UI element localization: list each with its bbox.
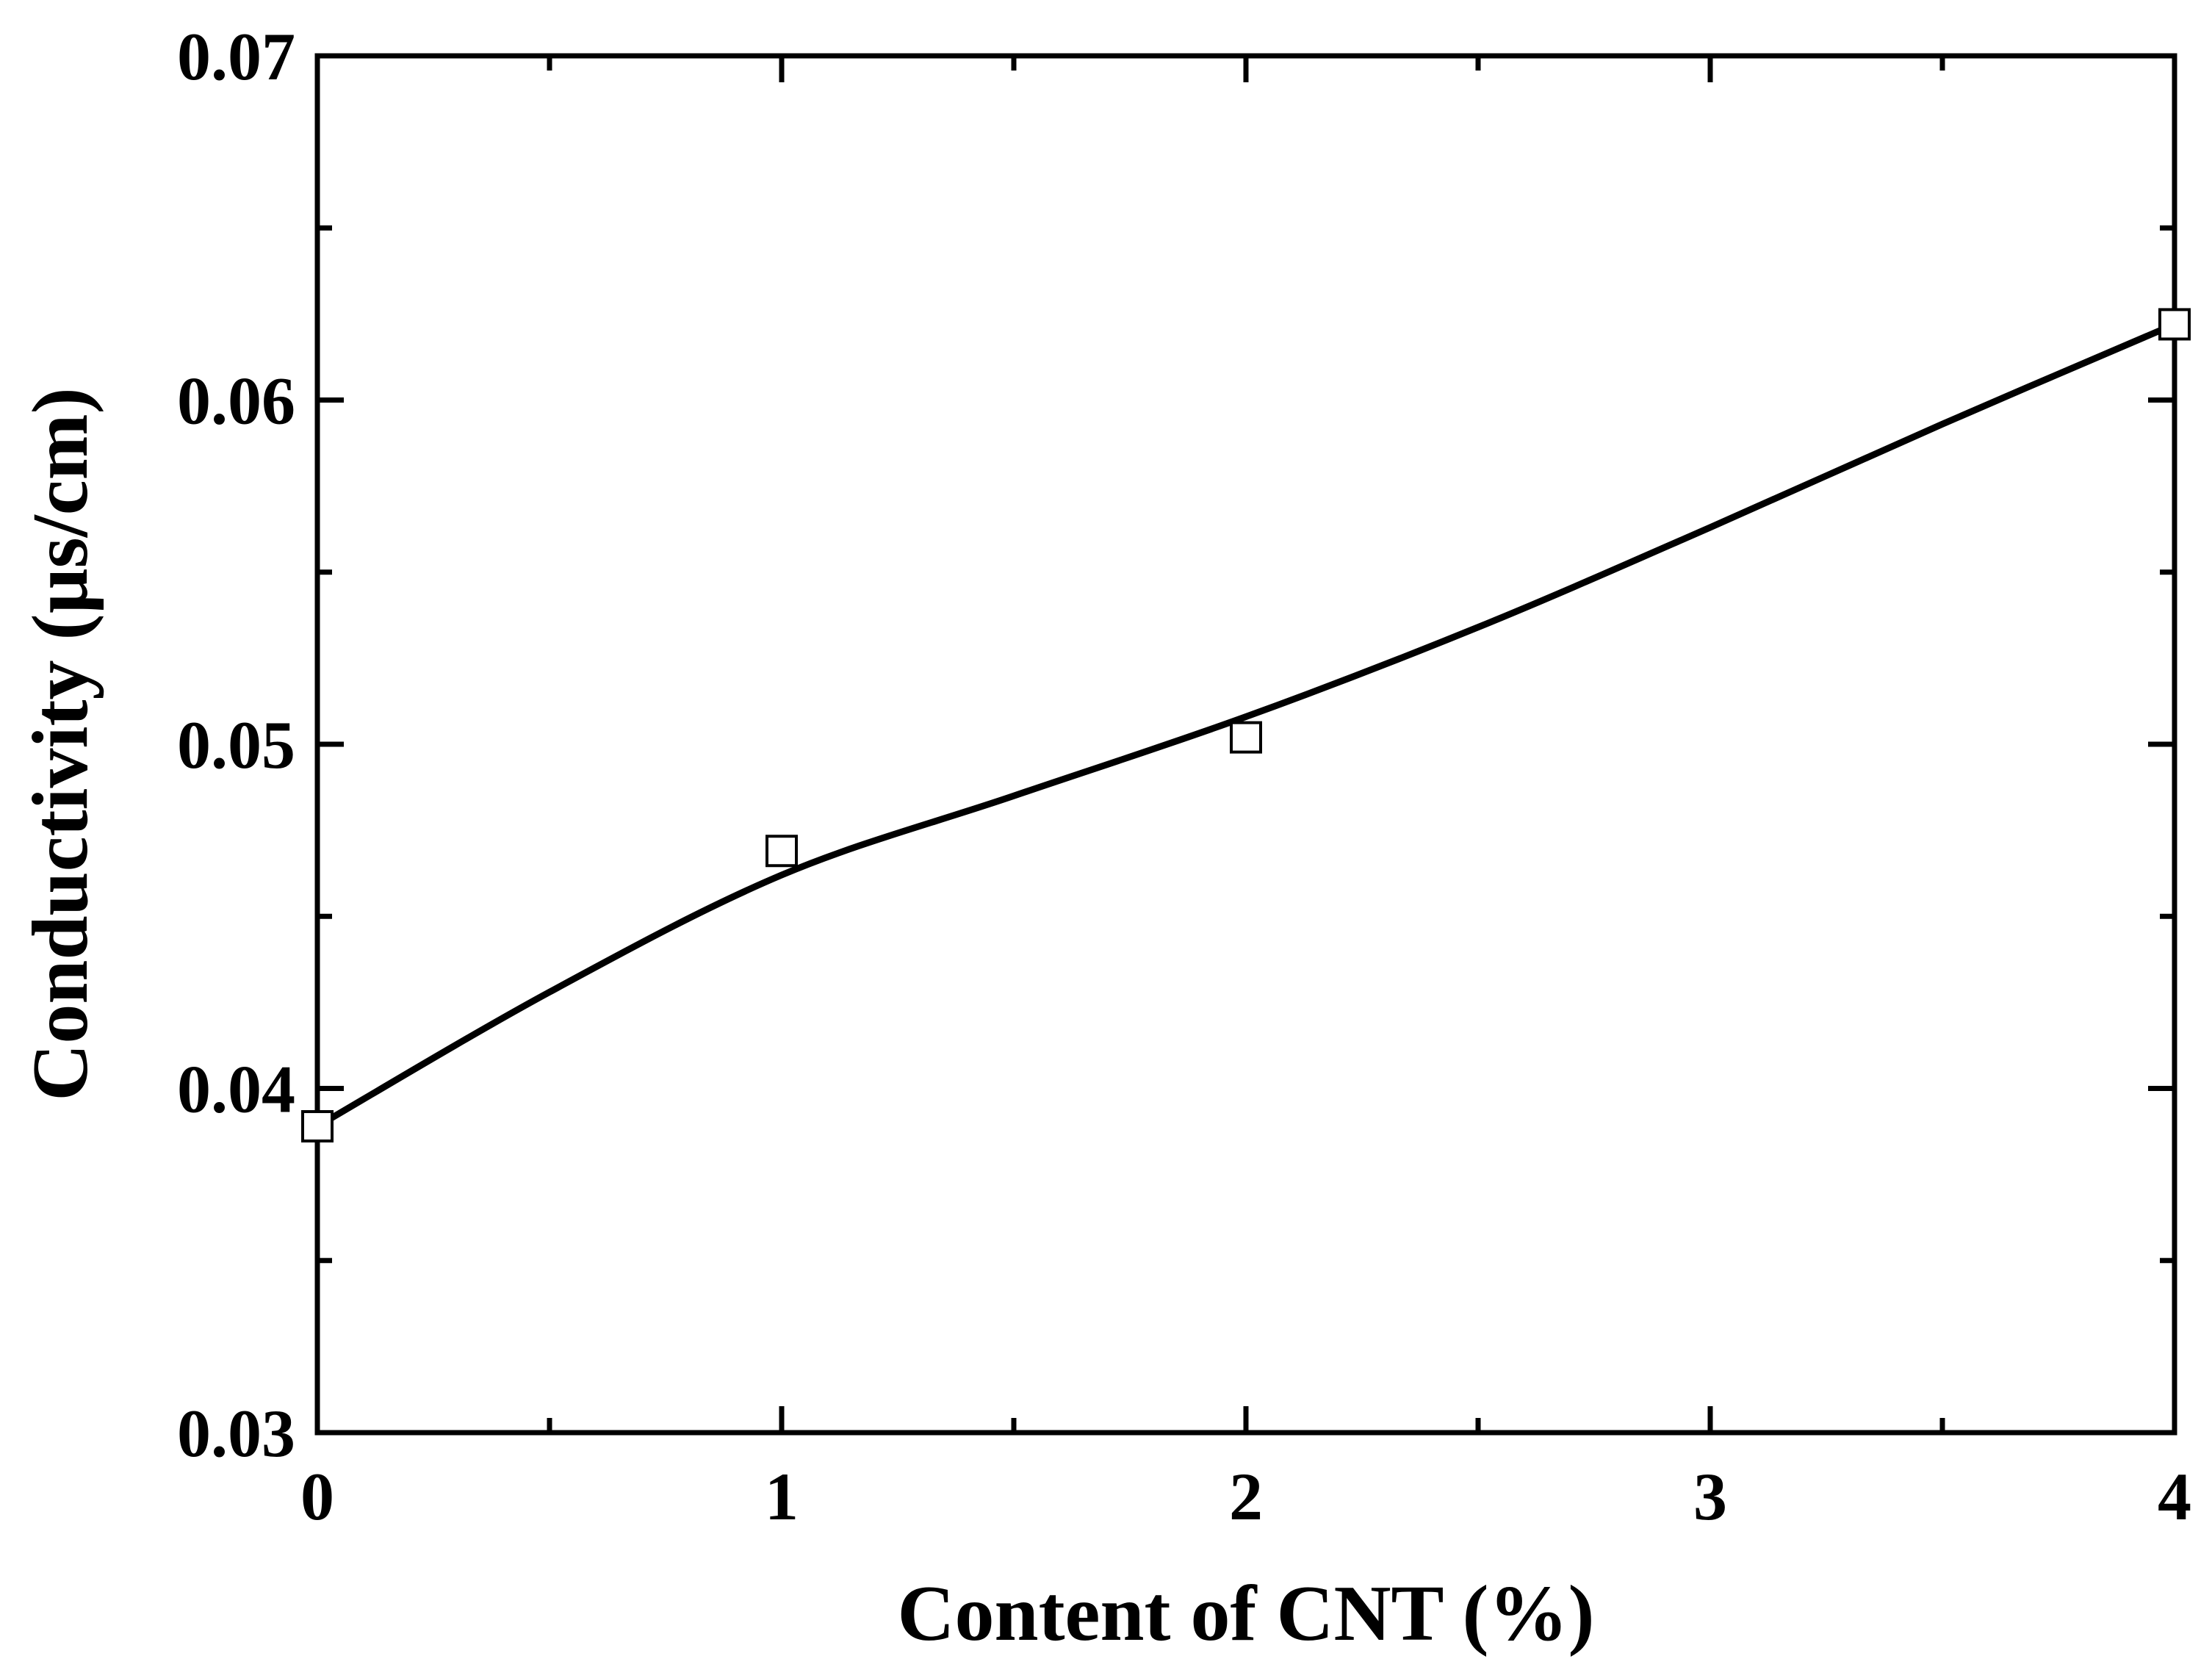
fit-line — [314, 320, 2178, 1130]
x-tick-label: 4 — [2158, 1459, 2191, 1534]
data-point-marker — [765, 835, 798, 868]
y-tick-label: 0.03 — [177, 1396, 295, 1471]
x-axis: 0 1 2 3 4 — [300, 56, 2191, 1534]
fit-curve-group — [314, 320, 2178, 1130]
y-tick-label: 0.07 — [177, 19, 295, 94]
x-tick-label: 1 — [765, 1459, 799, 1534]
x-tick-label: 0 — [300, 1459, 334, 1534]
x-axis-title: Content of CNT (%) — [898, 1570, 1595, 1657]
data-points — [301, 308, 2191, 1143]
data-point-marker — [1230, 721, 1262, 754]
y-tick-label: 0.06 — [177, 364, 295, 439]
x-tick-label: 3 — [1693, 1459, 1727, 1534]
y-tick-label: 0.04 — [177, 1052, 295, 1127]
y-axis-title: Conductivity (µs/cm) — [17, 387, 104, 1101]
y-axis: 0.03 0.04 0.05 0.06 0.07 — [177, 19, 2175, 1471]
x-tick-label: 2 — [1229, 1459, 1263, 1534]
data-point-marker — [301, 1110, 334, 1143]
data-point-marker — [2158, 308, 2191, 341]
y-tick-label: 0.05 — [177, 708, 295, 782]
